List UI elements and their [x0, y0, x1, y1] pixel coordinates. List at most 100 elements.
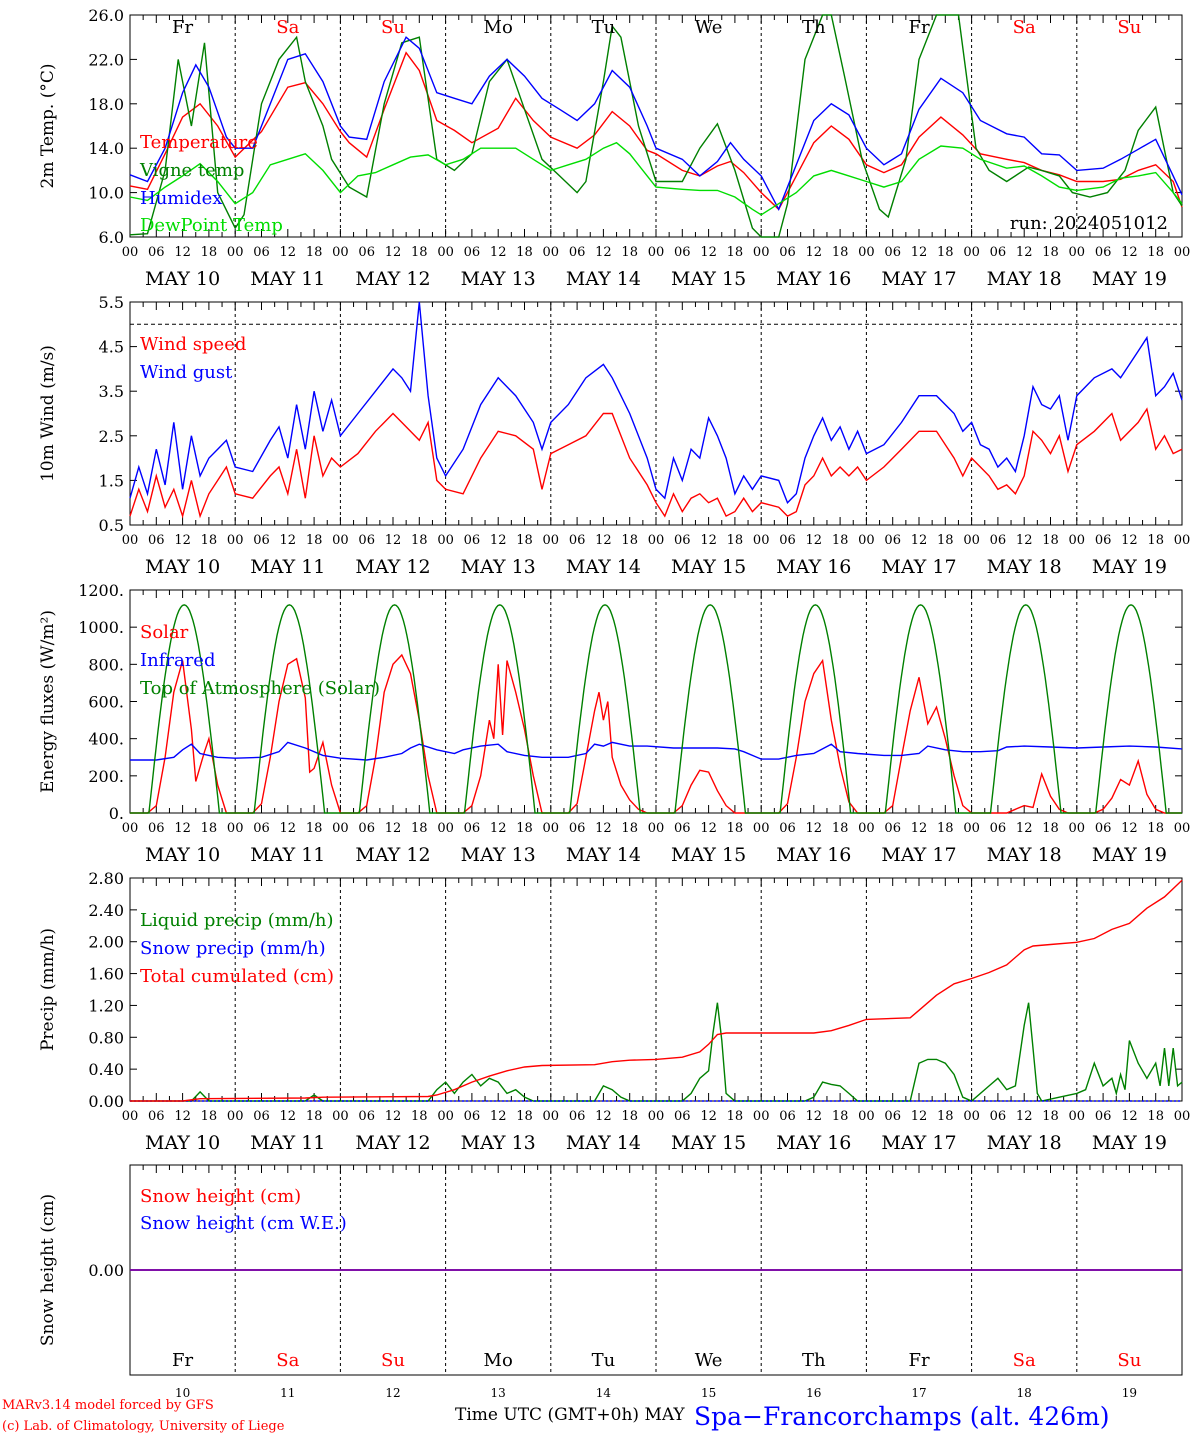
hour-tick-label: 00 [753, 1109, 770, 1124]
hour-tick-label: 00 [858, 821, 875, 836]
hour-tick-label: 18 [306, 821, 323, 836]
hour-tick-label: 06 [569, 245, 586, 260]
hour-tick-label: 18 [516, 533, 533, 548]
y-axis-label: Snow height (cm) [38, 1194, 58, 1346]
y-tick-label: 0.00 [88, 1092, 124, 1111]
date-label: MAY 11 [250, 556, 325, 578]
date-label: MAY 18 [987, 556, 1062, 578]
hour-tick-label: 12 [806, 1109, 823, 1124]
weekday-label: Sa [276, 17, 299, 38]
hour-tick-label: 00 [648, 821, 665, 836]
hour-tick-label: 12 [595, 245, 612, 260]
hour-tick-label: 00 [858, 533, 875, 548]
hour-tick-label: 18 [1147, 533, 1164, 548]
date-label: MAY 16 [776, 844, 851, 866]
hour-tick-label: 18 [201, 1109, 218, 1124]
hour-tick-label: 12 [385, 533, 402, 548]
weekday-label: We [695, 1350, 723, 1371]
weekday-label: Tu [592, 1350, 616, 1371]
y-axis-label: 2m Temp. (°C) [38, 63, 58, 188]
weekday-label: Fr [908, 17, 929, 38]
day-number-label: 14 [596, 1386, 612, 1400]
date-label: MAY 17 [881, 268, 956, 290]
hour-tick-label: 18 [727, 245, 744, 260]
hour-tick-label: 06 [148, 1109, 165, 1124]
weekday-label: Sa [276, 1350, 299, 1371]
hour-tick-label: 00 [963, 245, 980, 260]
hour-tick-label: 06 [148, 245, 165, 260]
hour-tick-label: 00 [332, 533, 349, 548]
y-tick-label: 1.20 [88, 996, 124, 1015]
weekday-label: Sa [1013, 17, 1036, 38]
hour-tick-label: 12 [911, 245, 928, 260]
hour-tick-label: 18 [832, 821, 849, 836]
hour-tick-label: 06 [779, 245, 796, 260]
hour-tick-label: 18 [832, 245, 849, 260]
date-label: MAY 14 [566, 844, 641, 866]
hour-tick-label: 06 [990, 821, 1007, 836]
date-label: MAY 17 [881, 556, 956, 578]
weekday-label: Fr [172, 1350, 193, 1371]
hour-tick-label: 12 [174, 245, 191, 260]
hour-tick-label: 12 [174, 821, 191, 836]
hour-tick-label: 12 [1016, 1109, 1033, 1124]
hour-tick-label: 00 [1069, 1109, 1086, 1124]
hour-tick-label: 00 [122, 821, 139, 836]
hour-tick-label: 12 [911, 1109, 928, 1124]
legend-entry: Temperature [140, 132, 258, 153]
date-label: MAY 19 [1092, 268, 1167, 290]
weekday-label: Mo [484, 17, 513, 38]
y-tick-label: 0.00 [88, 1261, 124, 1280]
series-line [129, 407, 1183, 519]
hour-tick-label: 06 [1095, 1109, 1112, 1124]
day-number-label: 11 [280, 1386, 295, 1400]
hour-tick-label: 00 [648, 245, 665, 260]
hour-tick-label: 00 [122, 1109, 139, 1124]
date-label: MAY 16 [776, 268, 851, 290]
y-tick-label: 14.0 [88, 139, 124, 158]
date-label: MAY 14 [566, 268, 641, 290]
date-label: MAY 14 [566, 1132, 641, 1154]
hour-tick-label: 18 [516, 821, 533, 836]
panel-2 [129, 301, 1183, 526]
hour-tick-label: 12 [385, 1109, 402, 1124]
hour-tick-label: 18 [727, 1109, 744, 1124]
hour-tick-label: 18 [1147, 1109, 1164, 1124]
series-line [129, 36, 1183, 211]
date-label: MAY 19 [1092, 556, 1167, 578]
hour-tick-label: 00 [963, 821, 980, 836]
y-tick-label: 0.5 [99, 516, 124, 535]
date-label: MAY 10 [145, 268, 220, 290]
y-tick-label: 2.40 [88, 901, 124, 920]
hour-tick-label: 18 [306, 1109, 323, 1124]
hour-tick-label: 18 [411, 533, 428, 548]
hour-tick-label: 06 [569, 1109, 586, 1124]
hour-tick-label: 06 [148, 533, 165, 548]
series-line [129, 51, 1183, 211]
legend-entry: Humidex [140, 188, 222, 209]
hour-tick-label: 18 [306, 533, 323, 548]
hour-tick-label: 06 [779, 533, 796, 548]
hour-tick-label: 06 [990, 245, 1007, 260]
hour-tick-label: 00 [753, 821, 770, 836]
hour-tick-label: 12 [1121, 821, 1138, 836]
hour-tick-label: 00 [753, 245, 770, 260]
date-label: MAY 19 [1092, 844, 1167, 866]
hour-tick-label: 12 [911, 821, 928, 836]
y-tick-label: 6.0 [99, 228, 124, 247]
hour-tick-label: 18 [937, 533, 954, 548]
hour-tick-label: 06 [990, 533, 1007, 548]
hour-tick-label: 12 [806, 821, 823, 836]
legend-entry: Snow height (cm) [140, 1186, 301, 1207]
hour-tick-label: 18 [1147, 245, 1164, 260]
hour-tick-label: 18 [201, 533, 218, 548]
hour-tick-label: 18 [937, 821, 954, 836]
hour-tick-label: 12 [1121, 533, 1138, 548]
y-tick-label: 2.00 [88, 933, 124, 952]
hour-tick-label: 00 [648, 1109, 665, 1124]
hour-tick-label: 18 [832, 533, 849, 548]
y-tick-label: 400. [88, 730, 124, 749]
hour-tick-label: 12 [700, 1109, 717, 1124]
hour-tick-label: 00 [1174, 1109, 1191, 1124]
hour-tick-label: 12 [280, 533, 297, 548]
